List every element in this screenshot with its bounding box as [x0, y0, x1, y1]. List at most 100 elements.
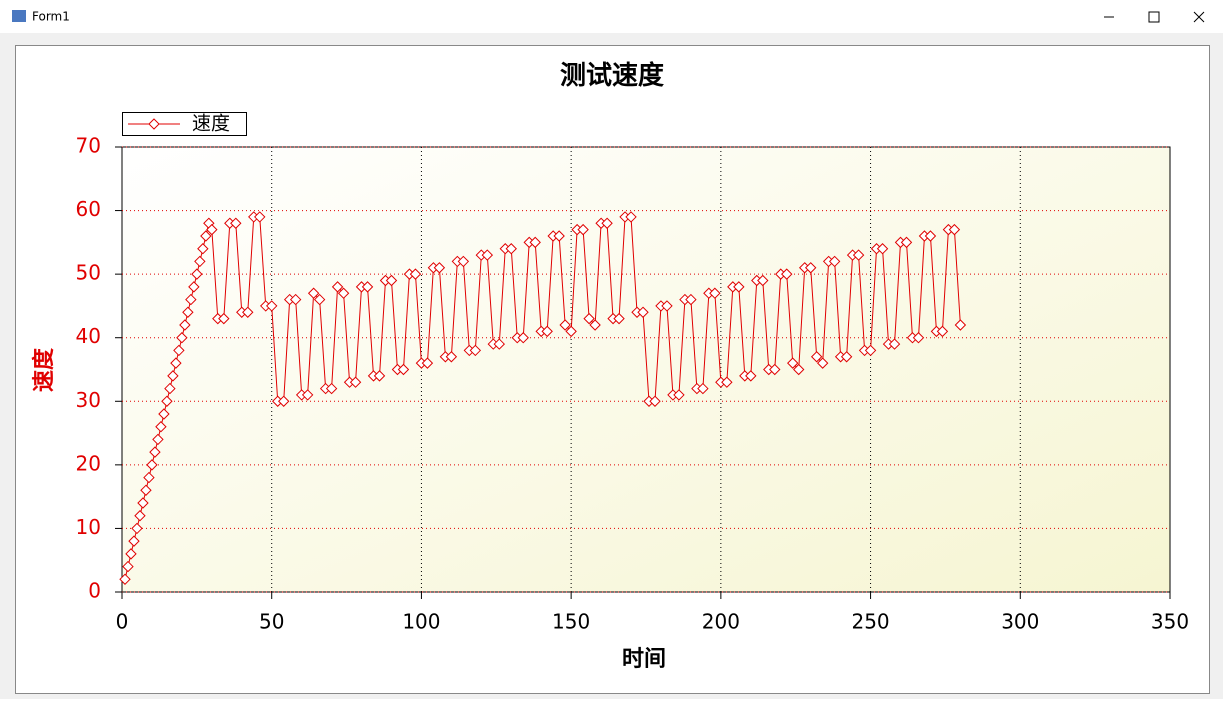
- y-tick-label: 30: [76, 388, 101, 412]
- data-point: [757, 274, 769, 287]
- data-point: [313, 293, 326, 306]
- data-point: [553, 230, 565, 242]
- data-point: [816, 357, 829, 369]
- data-point: [146, 459, 158, 471]
- y-tick-label: 40: [76, 324, 101, 348]
- data-point: [409, 268, 422, 280]
- y-axis-label: 速度: [31, 347, 57, 392]
- data-point: [900, 236, 913, 249]
- y-tick-label: 10: [76, 515, 101, 539]
- y-tick-label: 70: [76, 134, 101, 158]
- data-point: [583, 312, 595, 325]
- data-point: [433, 262, 446, 274]
- data-point: [601, 217, 613, 229]
- data-point: [469, 344, 482, 357]
- data-point: [373, 370, 386, 382]
- data-point: [307, 287, 320, 299]
- data-point: [948, 223, 961, 236]
- data-point: [793, 363, 805, 376]
- data-point: [876, 243, 889, 255]
- plot-area: [121, 146, 1171, 593]
- data-point: [337, 287, 350, 299]
- legend-label: 速度: [192, 113, 230, 135]
- data-point: [173, 344, 185, 357]
- data-point: [125, 548, 137, 560]
- data-point: [625, 211, 637, 223]
- data-point: [954, 319, 967, 331]
- data-point: [517, 332, 529, 344]
- data-point: [613, 312, 625, 325]
- data-point: [445, 351, 458, 363]
- data-point: [164, 382, 176, 395]
- data-point: [781, 268, 793, 280]
- close-button[interactable]: [1193, 11, 1205, 23]
- chart-title: 测试速度: [560, 60, 664, 91]
- data-point: [924, 230, 937, 242]
- data-point: [559, 319, 571, 331]
- data-point: [134, 510, 146, 522]
- data-point: [936, 325, 949, 338]
- data-point: [721, 376, 733, 388]
- data-point: [137, 497, 149, 509]
- data-point: [787, 357, 799, 369]
- x-tick-label: 0: [116, 610, 129, 634]
- x-tick-label: 50: [259, 610, 284, 634]
- data-point: [254, 211, 266, 223]
- data-point: [361, 281, 374, 293]
- data-point: [457, 255, 470, 268]
- data-point: [709, 287, 721, 299]
- data-point: [325, 382, 338, 395]
- y-tick-label: 60: [76, 197, 101, 221]
- data-point: [697, 382, 709, 395]
- data-point: [421, 357, 434, 369]
- data-point: [301, 389, 314, 401]
- data-point: [161, 395, 173, 407]
- data-point: [197, 243, 209, 255]
- data-point: [565, 325, 577, 338]
- maximize-button[interactable]: [1148, 11, 1160, 23]
- data-point: [289, 293, 302, 306]
- data-point: [185, 293, 197, 306]
- data-point: [188, 281, 200, 293]
- data-point: [158, 408, 170, 420]
- data-point: [170, 357, 182, 369]
- y-tick-label: 20: [76, 451, 101, 475]
- data-point: [149, 446, 161, 458]
- data-point: [810, 351, 823, 363]
- data-point: [182, 306, 194, 318]
- data-point: [119, 573, 131, 585]
- data-point: [131, 522, 143, 535]
- data-point: [331, 281, 344, 293]
- data-point: [673, 389, 685, 401]
- x-tick-label: 150: [552, 610, 590, 634]
- data-point: [852, 249, 865, 261]
- data-point: [649, 395, 661, 407]
- data-point: [277, 395, 290, 407]
- data-point: [541, 325, 553, 338]
- app-icon: [12, 10, 26, 22]
- data-point: [589, 319, 601, 331]
- data-point: [493, 338, 505, 350]
- window-title: Form1: [32, 10, 70, 24]
- data-point: [143, 471, 155, 484]
- data-point: [745, 370, 757, 382]
- data-point: [218, 312, 230, 325]
- data-point: [122, 560, 134, 573]
- data-point: [152, 433, 164, 446]
- data-point: [661, 300, 673, 312]
- data-point: [206, 223, 218, 236]
- x-tick-label: 100: [402, 610, 440, 634]
- data-point: [481, 249, 494, 261]
- data-point: [140, 484, 152, 496]
- x-tick-label: 250: [851, 610, 889, 634]
- data-point: [385, 274, 398, 287]
- data-point: [128, 535, 140, 547]
- data-point: [176, 332, 188, 344]
- data-point: [685, 293, 697, 306]
- data-point: [529, 236, 541, 249]
- x-tick-label: 350: [1151, 610, 1189, 634]
- data-point: [155, 421, 167, 433]
- data-point: [577, 223, 589, 236]
- x-axis-label: 时间: [622, 646, 666, 672]
